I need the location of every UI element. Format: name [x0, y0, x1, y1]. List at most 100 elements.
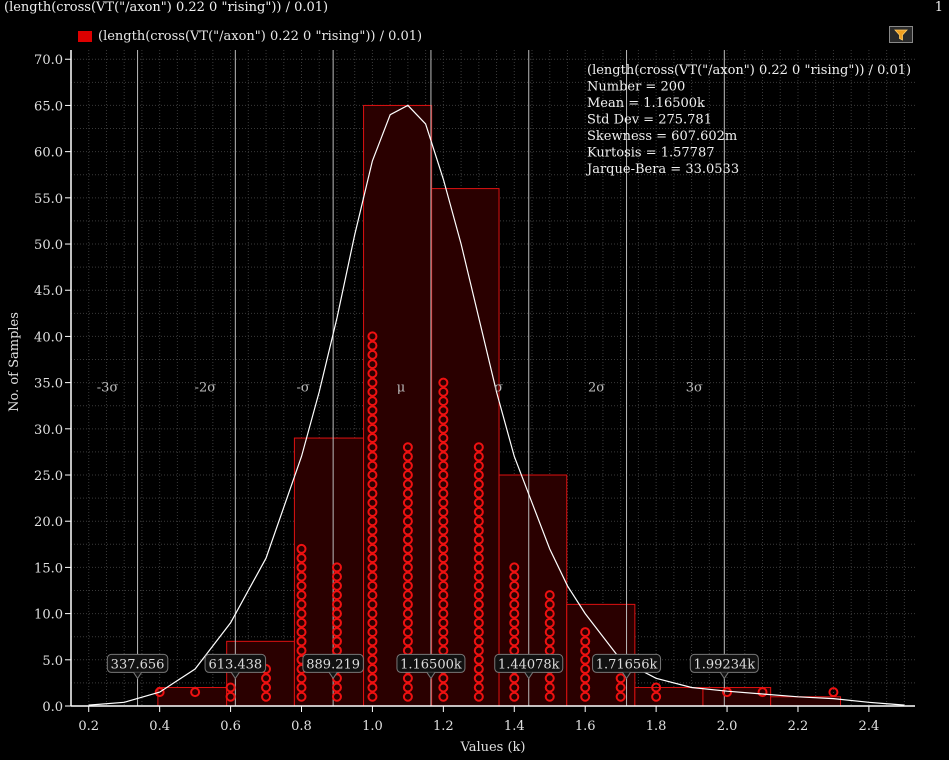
sample-point [438, 636, 449, 647]
sample-point [473, 451, 484, 462]
sample-point [438, 673, 449, 684]
sample-point [367, 488, 378, 499]
sample-point [367, 580, 378, 591]
sample-point [367, 414, 378, 425]
sample-point [296, 608, 307, 619]
sample-point [580, 691, 591, 702]
sample-point [509, 636, 520, 647]
y-tick-label: 10.0 [34, 608, 63, 623]
y-tick-label: 30.0 [34, 423, 63, 438]
sample-point [438, 488, 449, 499]
x-tick-label: 2.2 [788, 719, 809, 734]
legend[interactable]: (length(cross(VT("/axon") 0.22 0 "rising… [78, 29, 422, 44]
sample-point [261, 691, 272, 702]
sample-point [402, 442, 413, 453]
sample-point [473, 645, 484, 656]
sample-point [473, 617, 484, 628]
sigma-value-label: 613.438 [208, 657, 262, 672]
stats-line: Mean = 1.16500k [587, 96, 705, 111]
stats-line: Kurtosis = 1.57787 [587, 146, 714, 161]
sample-point [296, 562, 307, 573]
sample-point [509, 580, 520, 591]
sample-point [331, 636, 342, 647]
sample-point [473, 516, 484, 527]
sample-point [402, 627, 413, 638]
sample-point [473, 460, 484, 471]
sample-point [367, 590, 378, 601]
filter-button[interactable] [889, 26, 913, 43]
sample-point [438, 608, 449, 619]
sample-point [438, 470, 449, 481]
sample-point [544, 627, 555, 638]
sigma-value-label: 1.99234k [693, 657, 755, 672]
sample-point [402, 553, 413, 564]
sample-point [225, 682, 236, 693]
sample-point [402, 525, 413, 536]
sample-point [367, 664, 378, 675]
y-axis-label: No. of Samples [7, 312, 22, 412]
y-tick-label: 55.0 [34, 192, 63, 207]
sample-point [473, 599, 484, 610]
sample-point [580, 682, 591, 693]
sample-point [367, 571, 378, 582]
sample-point [580, 664, 591, 675]
sample-point [544, 617, 555, 628]
x-tick-label: 1.6 [575, 719, 596, 734]
sample-point [438, 423, 449, 434]
sample-point [544, 590, 555, 601]
stats-line: Jarque-Bera = 33.0533 [585, 162, 739, 177]
sample-point [367, 673, 378, 684]
sample-point [402, 691, 413, 702]
sample-point [331, 571, 342, 582]
sample-point [722, 687, 733, 698]
sample-point [438, 377, 449, 388]
sigma-callout-pointer [133, 672, 142, 680]
sample-point [580, 654, 591, 665]
sample-point [580, 673, 591, 684]
sample-point [367, 636, 378, 647]
sample-point [296, 553, 307, 564]
sample-point [438, 497, 449, 508]
sample-point [402, 460, 413, 471]
x-tick-label: 0.4 [149, 719, 170, 734]
sample-point [367, 617, 378, 628]
sample-point [367, 340, 378, 351]
sample-point [296, 682, 307, 693]
sample-point [438, 433, 449, 444]
stats-line: Skewness = 607.602m [587, 129, 737, 144]
sample-point [296, 571, 307, 582]
sample-point [438, 405, 449, 416]
sample-point [509, 627, 520, 638]
sample-point [296, 599, 307, 610]
y-tick-label: 5.0 [42, 654, 63, 669]
sigma-value-label: 1.16500k [400, 657, 462, 672]
sample-point [473, 543, 484, 554]
sample-point [296, 636, 307, 647]
sample-point [757, 687, 768, 698]
sample-point [544, 682, 555, 693]
sample-point [367, 396, 378, 407]
sample-point [402, 590, 413, 601]
sample-point [473, 571, 484, 582]
sample-point [402, 506, 413, 517]
sigma-label: -3σ [97, 380, 119, 395]
sample-point [473, 442, 484, 453]
sample-point [615, 691, 626, 702]
sample-point [154, 687, 165, 698]
histogram-bar [634, 687, 704, 707]
histogram-bar [363, 104, 433, 707]
y-tick-label: 40.0 [34, 330, 63, 345]
sample-point [367, 433, 378, 444]
sample-point [438, 396, 449, 407]
stats-line: Std Dev = 275.781 [587, 113, 712, 128]
sample-point [402, 673, 413, 684]
sample-point [828, 687, 839, 698]
sample-point [367, 608, 378, 619]
sigma-value-label: 1.71656k [596, 657, 658, 672]
sample-point [438, 562, 449, 573]
sample-point [331, 682, 342, 693]
sample-point [438, 516, 449, 527]
sigma-label: 2σ [588, 380, 605, 395]
sample-point [367, 654, 378, 665]
sample-point [367, 534, 378, 545]
